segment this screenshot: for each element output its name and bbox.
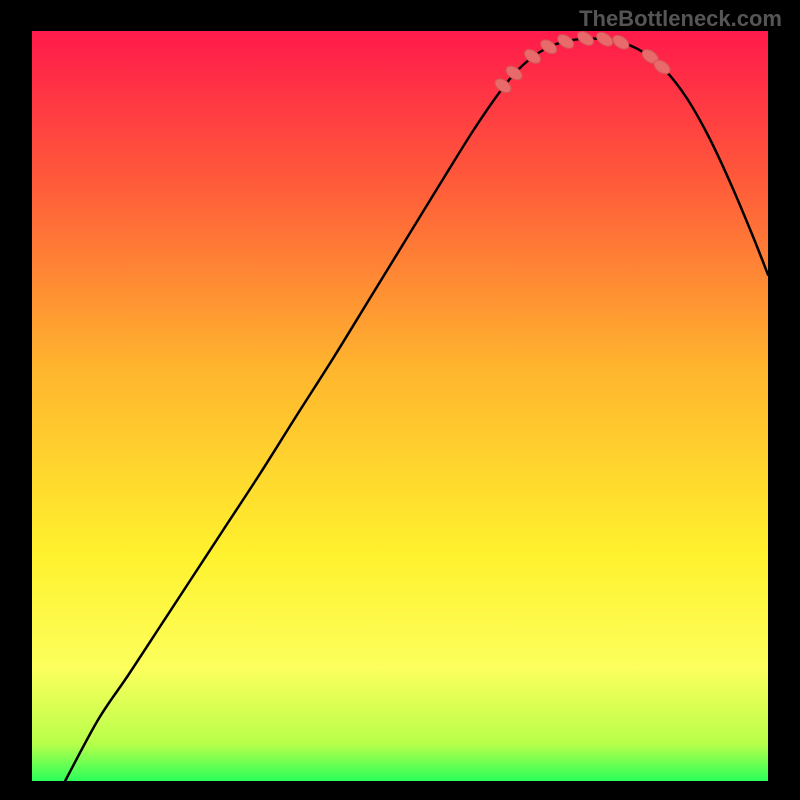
- plot-area: [32, 31, 768, 781]
- gradient-background: [32, 31, 768, 781]
- bottleneck-curve-chart: [32, 31, 768, 781]
- chart-frame: TheBottleneck.com: [0, 0, 800, 800]
- watermark-text: TheBottleneck.com: [579, 6, 782, 32]
